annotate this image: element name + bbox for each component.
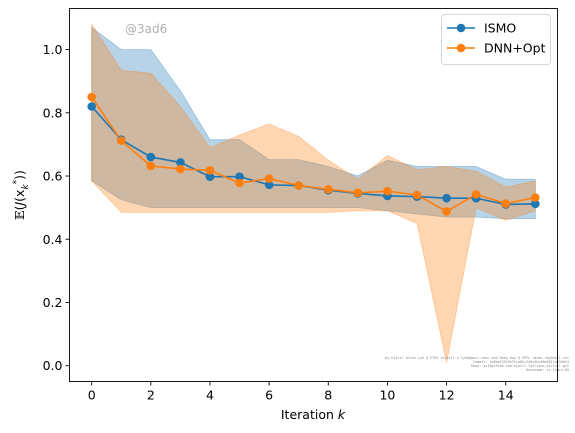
plot-area-frame xyxy=(69,8,558,382)
x-tick-label: 4 xyxy=(206,388,214,403)
y-axis-label: 𝔼(J(xk*)) xyxy=(12,170,31,220)
y-tick-label: 0.8 xyxy=(43,105,63,120)
y-tick-label: 0.6 xyxy=(43,169,63,184)
credit-line: Repo: git@github.com:kjetil-lye/ismo_air… xyxy=(471,364,569,368)
data-point xyxy=(116,136,126,145)
y-tick-label: 0.4 xyxy=(43,232,63,247)
x-tick-label: 8 xyxy=(324,388,332,403)
data-point xyxy=(235,172,244,181)
data-point xyxy=(531,199,540,209)
data-point xyxy=(412,190,422,200)
series-lines xyxy=(91,96,536,213)
y-tick-label: 0.0 xyxy=(43,358,63,373)
y-axis-ticks: 0.0 0.2 0.4 0.6 0.8 1.0 xyxy=(43,42,70,373)
legend-swatch-marker xyxy=(456,43,466,53)
data-point xyxy=(353,188,363,198)
credit-line: Hostname: sy-login-05 xyxy=(526,368,569,372)
data-point xyxy=(205,166,215,175)
credit-line: -by Kjetil Olsen Lye @ ETHZ <kjetil.o.ly… xyxy=(383,356,569,360)
x-tick-label: 6 xyxy=(265,388,273,403)
data-point xyxy=(501,199,511,208)
legend-label: ISMO xyxy=(484,21,516,36)
data-point xyxy=(442,207,451,216)
band-1 xyxy=(91,22,536,363)
data-point xyxy=(323,185,333,194)
data-point xyxy=(294,181,304,190)
legend: ISMO DNN+Opt xyxy=(441,14,551,65)
data-point xyxy=(146,152,156,162)
x-tick-label: 14 xyxy=(498,388,514,403)
data-point xyxy=(205,172,215,181)
data-point xyxy=(264,174,274,183)
data-point xyxy=(235,178,244,188)
data-point xyxy=(87,102,96,111)
x-tick-label: 10 xyxy=(379,388,395,403)
data-point xyxy=(383,186,392,196)
x-axis-ticks: 0 2 4 6 8 10 12 14 xyxy=(88,381,514,403)
series-line-1 xyxy=(91,96,536,213)
credit-line: Commit: 3a6bd13519e3fca82c246c5bc98e0611… xyxy=(473,360,569,364)
y-tick-label: 0.2 xyxy=(43,295,63,310)
data-point xyxy=(264,180,274,190)
confidence-bands xyxy=(91,22,536,363)
band-0 xyxy=(91,26,536,220)
data-point xyxy=(442,193,451,203)
x-tick-label: 0 xyxy=(88,388,96,403)
watermark: @3ad6 xyxy=(125,22,167,36)
x-tick-label: 12 xyxy=(439,388,455,403)
x-axis-label: Iteration k xyxy=(281,407,346,422)
legend-box xyxy=(441,14,551,65)
legend-swatch-marker xyxy=(456,23,466,33)
data-point xyxy=(87,92,96,102)
y-tick-label: 1.0 xyxy=(43,42,63,57)
data-point xyxy=(471,190,481,199)
data-point xyxy=(176,164,185,174)
x-tick-label: 2 xyxy=(147,388,155,403)
legend-label: DNN+Opt xyxy=(484,41,546,56)
data-point xyxy=(531,193,540,202)
data-point xyxy=(146,161,156,171)
data-point xyxy=(176,158,185,167)
series-markers xyxy=(87,92,540,216)
credit-text: -by Kjetil Olsen Lye @ ETHZ <kjetil.o.ly… xyxy=(383,356,569,372)
